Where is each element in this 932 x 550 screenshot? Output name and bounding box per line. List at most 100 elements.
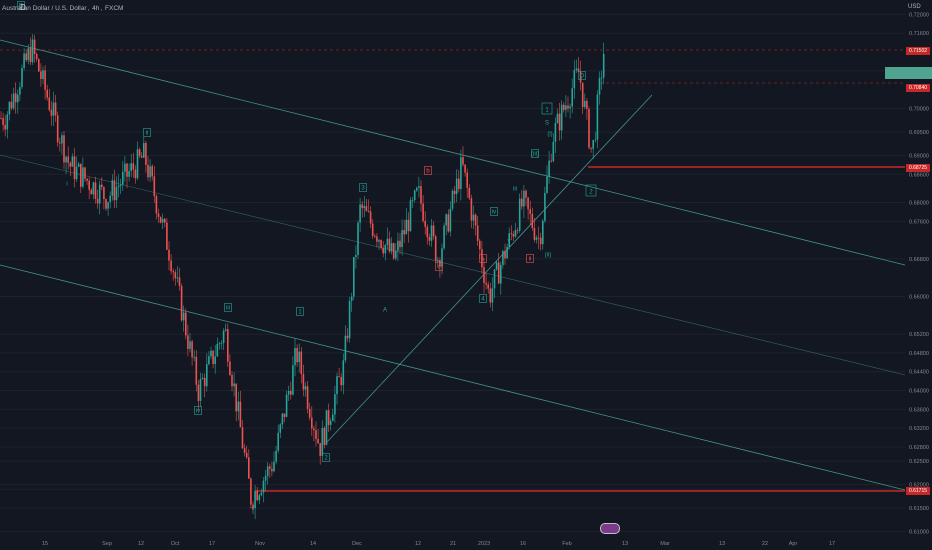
y-tick-label: 0.63200 xyxy=(909,426,929,432)
currency-label[interactable]: USD xyxy=(908,4,921,10)
candle xyxy=(416,186,418,192)
wave-label[interactable]: 2 xyxy=(585,184,597,197)
y-tick-label: 0.61000 xyxy=(909,530,929,536)
candle xyxy=(390,236,393,255)
wave-label[interactable]: 2 xyxy=(322,453,330,462)
candle xyxy=(384,243,387,261)
candle xyxy=(575,59,578,73)
candle xyxy=(531,207,534,231)
interval[interactable]: 4h xyxy=(92,5,100,12)
channel-line[interactable] xyxy=(0,154,906,376)
wave-label[interactable]: b xyxy=(424,166,432,175)
wave-label[interactable]: (ii) xyxy=(545,252,552,258)
candle xyxy=(143,136,145,158)
candle xyxy=(577,56,580,72)
channel-line[interactable] xyxy=(326,94,653,443)
candle xyxy=(514,222,517,239)
y-tick-label: 0.69000 xyxy=(909,153,929,159)
wave-label[interactable]: ii xyxy=(143,128,151,137)
wave-label[interactable]: iii xyxy=(224,303,232,312)
wave-label[interactable]: iii xyxy=(513,186,517,192)
wave-label[interactable]: iv xyxy=(194,406,202,415)
candle xyxy=(277,424,279,454)
x-tick-label: Oct xyxy=(171,541,180,547)
candle xyxy=(535,235,538,244)
candle xyxy=(598,71,601,105)
candle xyxy=(33,34,36,63)
wave-label[interactable]: c xyxy=(435,262,443,271)
pair-name[interactable]: Australian Dollar / U.S. Dollar xyxy=(2,5,87,12)
wave-label[interactable]: (i) xyxy=(547,131,552,137)
candle xyxy=(306,380,309,414)
price-axis[interactable]: 0.720000.716000.708000.700000.695000.690… xyxy=(909,12,929,535)
candle xyxy=(304,382,307,397)
candle xyxy=(516,227,519,235)
wave-label[interactable]: S xyxy=(545,120,549,126)
candle xyxy=(476,215,479,246)
channel-line[interactable] xyxy=(0,264,906,491)
candle xyxy=(38,58,40,72)
candle xyxy=(546,165,548,194)
candle xyxy=(195,350,198,392)
channel-line[interactable] xyxy=(0,39,906,266)
y-tick-label: 0.65200 xyxy=(909,332,929,338)
candle xyxy=(428,233,431,246)
candle xyxy=(126,162,128,189)
wave-label[interactable]: 1 xyxy=(541,102,553,115)
candle xyxy=(346,327,349,342)
candle xyxy=(533,217,536,243)
candle xyxy=(323,425,326,449)
candle xyxy=(359,197,361,233)
candle xyxy=(403,219,405,243)
symbol-badge[interactable]: D xyxy=(20,3,26,12)
candle xyxy=(588,106,590,150)
candle xyxy=(227,323,229,367)
candle xyxy=(107,201,109,216)
candle xyxy=(411,196,414,209)
wave-label[interactable]: i xyxy=(66,181,67,187)
candle xyxy=(317,429,319,445)
x-tick-label: 2023 xyxy=(478,541,490,547)
wave-label[interactable]: A xyxy=(383,307,387,313)
candle xyxy=(401,219,403,256)
candle xyxy=(27,44,30,65)
wave-label[interactable]: 4 xyxy=(479,294,487,303)
candle xyxy=(464,164,466,177)
candle xyxy=(453,185,456,204)
wave-label-text: ii xyxy=(529,256,532,262)
candle xyxy=(115,176,118,209)
candle xyxy=(25,49,27,62)
time-axis[interactable]: 15 Sep 12 Oct 17 Nov 14 Dec 12 21 2023 16 Feb 13 Mar 13… xyxy=(42,541,835,547)
wave-label[interactable]: D xyxy=(17,1,25,10)
candle xyxy=(518,193,521,233)
candle xyxy=(189,332,191,353)
candle xyxy=(212,350,214,369)
y-tick-label: 0.72000 xyxy=(909,12,929,18)
wave-label[interactable]: v xyxy=(252,506,255,512)
candle xyxy=(502,249,504,269)
wave-label-text: i xyxy=(482,256,483,262)
candle xyxy=(586,98,588,120)
wave-label[interactable]: 1 xyxy=(296,307,304,316)
candle xyxy=(369,206,372,229)
wave-label[interactable]: iv xyxy=(490,207,498,216)
candle xyxy=(42,66,44,85)
wave-label[interactable]: i xyxy=(479,254,487,263)
candle xyxy=(483,258,485,294)
wave-label[interactable]: D xyxy=(578,71,586,80)
wave-label[interactable]: (iii) xyxy=(531,149,539,158)
wave-label[interactable]: ii xyxy=(526,254,534,263)
y-tick-label: 0.70000 xyxy=(909,106,929,112)
candle xyxy=(311,405,313,436)
wave-label[interactable]: 3 xyxy=(359,183,367,192)
candle xyxy=(23,48,25,71)
wave-label[interactable]: v xyxy=(508,238,511,244)
events-icon[interactable] xyxy=(600,523,620,534)
candle xyxy=(122,160,124,191)
candle xyxy=(250,477,252,509)
candle xyxy=(199,372,202,408)
candle xyxy=(168,241,170,271)
candle xyxy=(380,239,382,250)
